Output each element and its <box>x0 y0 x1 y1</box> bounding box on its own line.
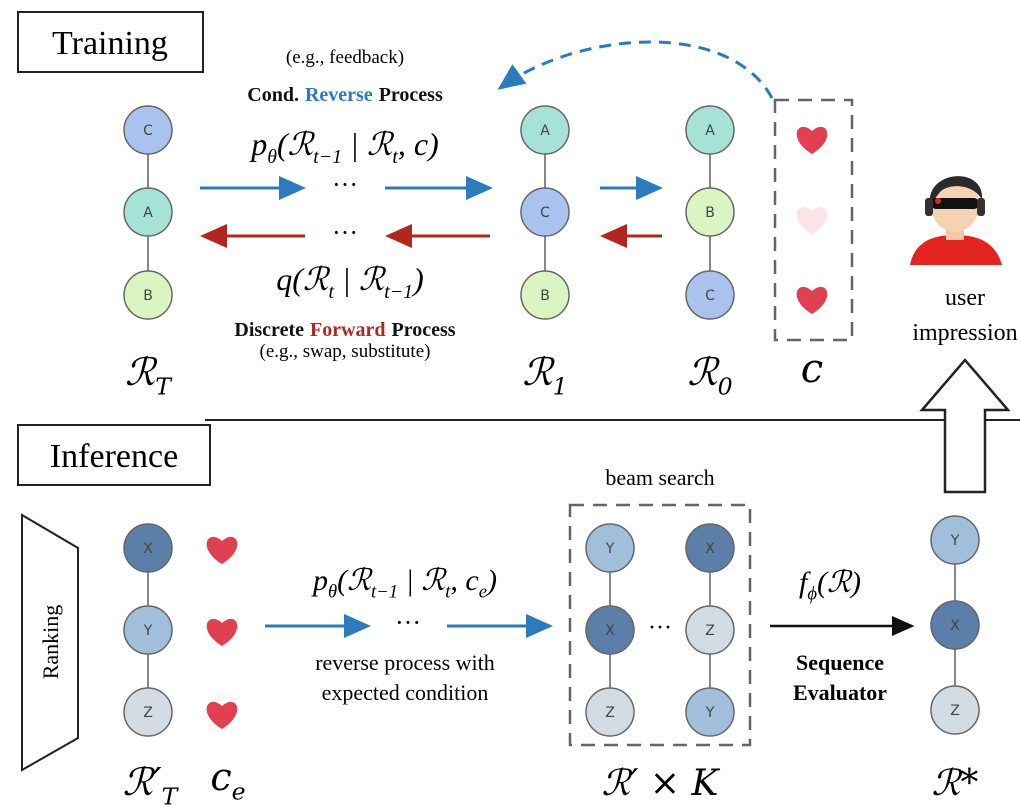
node-label: B <box>540 288 550 304</box>
description: reverse process with <box>315 650 495 675</box>
annotation: (e.g., feedback) <box>286 47 404 68</box>
node-label: X <box>605 623 615 639</box>
node-label: Y <box>143 623 153 639</box>
text-part: 1 <box>553 373 568 401</box>
sequence-label: ℛ1 <box>522 350 567 401</box>
node-label: Y <box>705 705 715 721</box>
training-title: Training <box>52 25 168 62</box>
text-part: Process <box>379 84 443 106</box>
text-part: ℛ <box>687 350 720 394</box>
text-part: p <box>311 564 328 597</box>
text-part: t−1 <box>384 281 413 303</box>
node-label: B <box>705 205 715 221</box>
node-label: Y <box>950 533 960 549</box>
ellipsis: ··· <box>332 170 358 199</box>
node-label: X <box>950 618 960 634</box>
forward-process-label: Discrete Forward Process <box>234 319 455 341</box>
node-label: X <box>705 541 715 557</box>
text-part: t−1 <box>371 582 398 603</box>
reverse-formula: pθ(ℛt−1 | ℛt, c) <box>249 126 438 168</box>
text-part: ℛ <box>522 350 555 394</box>
heart <box>207 537 238 564</box>
node-label: Z <box>143 705 153 721</box>
node-label: C <box>143 123 153 139</box>
text-part: | ℛ <box>398 564 447 597</box>
user-label: user <box>945 285 985 311</box>
text-part: q(ℛ <box>276 261 331 297</box>
ellipsis: ··· <box>332 218 358 247</box>
text-part: , c) <box>398 126 439 162</box>
ellipsis: ··· <box>395 608 421 637</box>
node-label: X <box>143 541 153 557</box>
evaluator-label: Evaluator <box>793 680 887 705</box>
text-part: (ℛ) <box>817 566 861 599</box>
node-label: Z <box>605 705 615 721</box>
text-part: ) <box>411 261 424 297</box>
forward-formula: q(ℛt | ℛt−1) <box>276 261 424 303</box>
reverse-formula: pθ(ℛt−1 | ℛt, ce) <box>311 564 497 603</box>
inference-title: Inference <box>50 438 178 475</box>
evaluator-formula: fϕ(ℛ) <box>799 566 861 605</box>
node-label: A <box>143 205 153 221</box>
beam-title: beam search <box>605 465 714 490</box>
heart <box>797 127 828 154</box>
condition-label: c <box>801 346 823 392</box>
text-part: Forward <box>310 319 386 341</box>
text-part: T <box>155 373 173 401</box>
condition-label: ce <box>210 755 245 805</box>
text-part: Reverse <box>305 84 373 106</box>
user-icon <box>910 176 1002 265</box>
node-label: A <box>540 123 550 139</box>
text-part: θ <box>267 146 277 168</box>
text-part: (ℛ <box>277 126 316 162</box>
node-label: C <box>540 205 550 221</box>
text-part: e <box>232 778 246 805</box>
node-label: Z <box>705 623 715 639</box>
text-part: , c <box>450 564 478 597</box>
text-part: | ℛ <box>334 261 387 297</box>
sequence-label: ℛ0 <box>687 350 732 401</box>
text-part: | ℛ <box>342 126 395 162</box>
text-part: θ <box>328 582 337 603</box>
ranking-label: Ranking <box>38 605 63 680</box>
annotation: (e.g., swap, substitute) <box>260 341 431 362</box>
text-part: t−1 <box>313 146 342 168</box>
text-part: Process <box>392 319 456 341</box>
text-part: 0 <box>718 373 733 401</box>
heart <box>207 702 238 729</box>
beam-label: ℛ′ × K <box>602 763 721 804</box>
text-part: ℛ <box>125 350 158 394</box>
node-label: A <box>705 123 715 139</box>
reverse-process-label: Cond. Reverse Process <box>247 84 443 106</box>
diagram: Training Inference (e.g., feedback) (e.g… <box>0 0 1020 805</box>
heart <box>797 207 828 234</box>
node-label: B <box>143 288 153 304</box>
text-part: (ℛ <box>337 564 373 597</box>
feedback-arrow <box>500 42 772 98</box>
text-part: ) <box>485 564 497 597</box>
node-label: C <box>705 288 715 304</box>
description: expected condition <box>322 680 489 705</box>
user-label: impression <box>912 320 1017 346</box>
heart <box>207 619 238 646</box>
heart <box>797 287 828 314</box>
text-part: Discrete <box>234 319 304 341</box>
sequence-label: ℛ′T <box>123 760 180 805</box>
text-part: c <box>210 755 231 799</box>
text-part: T <box>162 783 180 805</box>
text-part: p <box>249 126 267 162</box>
text-part: e <box>479 582 487 603</box>
result-label: ℛ* <box>932 763 979 804</box>
sequence-label: ℛT <box>125 350 173 401</box>
evaluator-label: Sequence <box>796 650 884 675</box>
up-arrow <box>922 360 1008 492</box>
ellipsis: ··· <box>648 615 672 641</box>
text-part: ϕ <box>807 584 817 605</box>
text-part: ℛ′ <box>123 760 162 804</box>
text-part: Cond. <box>247 84 299 106</box>
node-label: Z <box>950 703 960 719</box>
node-label: Y <box>605 541 615 557</box>
